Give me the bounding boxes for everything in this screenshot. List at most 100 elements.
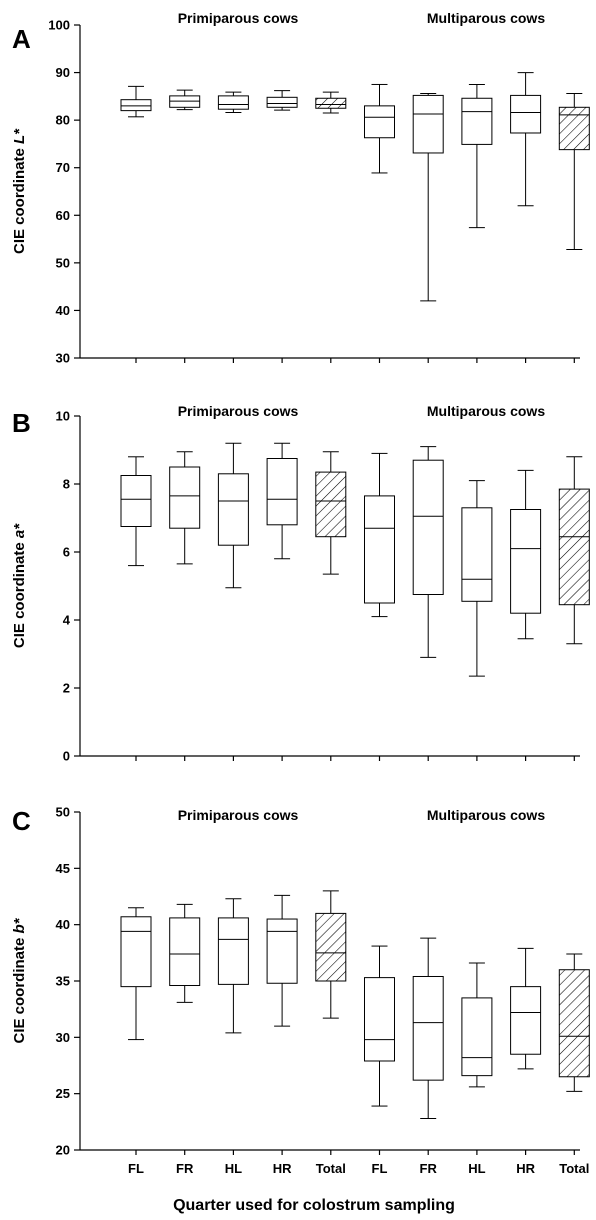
x-category-label: FR [420, 1161, 438, 1176]
panel-letter: C [12, 806, 31, 836]
x-category-label: FL [372, 1161, 388, 1176]
iqr-box [315, 912, 347, 982]
y-tick-label: 0 [63, 749, 70, 764]
y-tick-label: 10 [56, 409, 70, 424]
iqr-box [412, 459, 444, 596]
box-primiparous-hl [217, 442, 249, 589]
y-tick-label: 30 [56, 351, 70, 366]
box-primiparous-fr [169, 89, 201, 111]
box-primiparous-hr [266, 90, 298, 111]
y-axis-label-variable: L* [11, 128, 28, 144]
y-tick-label: 35 [56, 974, 70, 989]
x-axis-title: Quarter used for colostrum sampling [173, 1197, 455, 1214]
box-multiparous-fr [412, 937, 444, 1119]
iqr-box [510, 94, 542, 134]
y-axis-label-prefix: CIE coordinate [11, 538, 28, 648]
box-primiparous-fl [120, 907, 152, 1041]
panel-letter: A [12, 24, 31, 54]
y-axis-label-prefix: CIE coordinate [11, 933, 28, 1043]
x-category-label: HR [273, 1161, 292, 1176]
box-multiparous-total [558, 93, 590, 251]
iqr-box [266, 96, 298, 108]
x-category-label: HL [225, 1161, 242, 1176]
box-multiparous-fl [364, 945, 395, 1107]
box-primiparous-fl [120, 456, 152, 567]
group-label: Multiparous cows [427, 403, 545, 419]
iqr-box [558, 106, 590, 151]
group-label: Multiparous cows [427, 807, 545, 823]
iqr-box [364, 977, 395, 1062]
iqr-box [461, 507, 493, 602]
y-axis-label-prefix: CIE coordinate [11, 144, 28, 254]
y-tick-label: 45 [56, 861, 70, 876]
y-tick-label: 40 [56, 303, 70, 318]
y-axis-label: CIE coordinate b* [11, 917, 28, 1043]
box-primiparous-fr [169, 903, 201, 1003]
iqr-box [169, 917, 201, 987]
iqr-box [266, 458, 298, 526]
iqr-box [461, 997, 493, 1077]
y-tick-label: 100 [48, 18, 70, 33]
iqr-box [364, 105, 395, 139]
box-multiparous-fr [412, 446, 444, 658]
box-primiparous-fl [120, 85, 152, 118]
y-axis-label-variable: a* [11, 523, 28, 538]
group-label: Primiparous cows [178, 10, 299, 26]
y-tick-label: 8 [63, 477, 70, 492]
box-primiparous-hr [266, 442, 298, 560]
box-multiparous-hr [510, 72, 542, 207]
iqr-box [217, 95, 249, 110]
iqr-box [169, 466, 201, 529]
box-multiparous-hl [461, 480, 493, 677]
box-primiparous-total [315, 890, 347, 1019]
box-multiparous-hl [461, 962, 493, 1088]
group-label: Primiparous cows [178, 807, 299, 823]
y-tick-label: 6 [63, 545, 70, 560]
box-primiparous-hl [217, 898, 249, 1034]
y-tick-label: 25 [56, 1086, 70, 1101]
panel-b: B 0 2 4 6 8 10 CIE coordinate a* Primiparous cow… [11, 403, 590, 764]
box-multiparous-fr [412, 93, 444, 302]
box-primiparous-hl [217, 91, 249, 114]
y-tick-label: 2 [63, 681, 70, 696]
y-tick-label: 40 [56, 917, 70, 932]
y-tick-label: 50 [56, 805, 70, 820]
x-category-labels: FL FR HL HR Total FL FR HL HR Total [128, 1161, 589, 1176]
y-axis-label: CIE coordinate L* [11, 128, 28, 254]
y-tick-label: 4 [63, 613, 71, 628]
iqr-box [510, 509, 542, 614]
iqr-box [412, 975, 444, 1081]
y-tick-label: 30 [56, 1030, 70, 1045]
iqr-box [558, 969, 590, 1078]
box-primiparous-hr [266, 894, 298, 1027]
y-tick-label: 50 [56, 255, 70, 270]
x-category-label: Total [316, 1161, 346, 1176]
y-axis-label: CIE coordinate a* [11, 523, 28, 648]
y-tick-label: 20 [56, 1143, 70, 1158]
x-category-label: FL [128, 1161, 144, 1176]
y-axis-label-variable: b* [11, 917, 28, 933]
iqr-box [315, 97, 347, 109]
iqr-box [558, 488, 590, 606]
group-label: Primiparous cows [178, 403, 299, 419]
group-label: Multiparous cows [427, 10, 545, 26]
box-multiparous-hr [510, 469, 542, 640]
panel-a: A 30 40 50 60 70 80 90 100 CIE coordinate L* Primi… [11, 10, 590, 366]
panel-c: C 20 25 30 35 40 45 50 CIE coordinate b* Primipar… [11, 805, 590, 1158]
box-primiparous-total [315, 451, 347, 575]
iqr-box [266, 918, 298, 984]
iqr-box [412, 94, 444, 154]
box-multiparous-total [558, 456, 590, 645]
iqr-box [217, 473, 249, 546]
panel-letter: B [12, 408, 31, 438]
y-tick-label: 60 [56, 208, 70, 223]
y-tick-label: 80 [56, 113, 70, 128]
iqr-box [120, 99, 152, 112]
iqr-box [315, 471, 347, 538]
y-tick-label: 70 [56, 160, 70, 175]
x-category-label: FR [176, 1161, 194, 1176]
x-category-label: HL [468, 1161, 485, 1176]
iqr-box [217, 917, 249, 985]
